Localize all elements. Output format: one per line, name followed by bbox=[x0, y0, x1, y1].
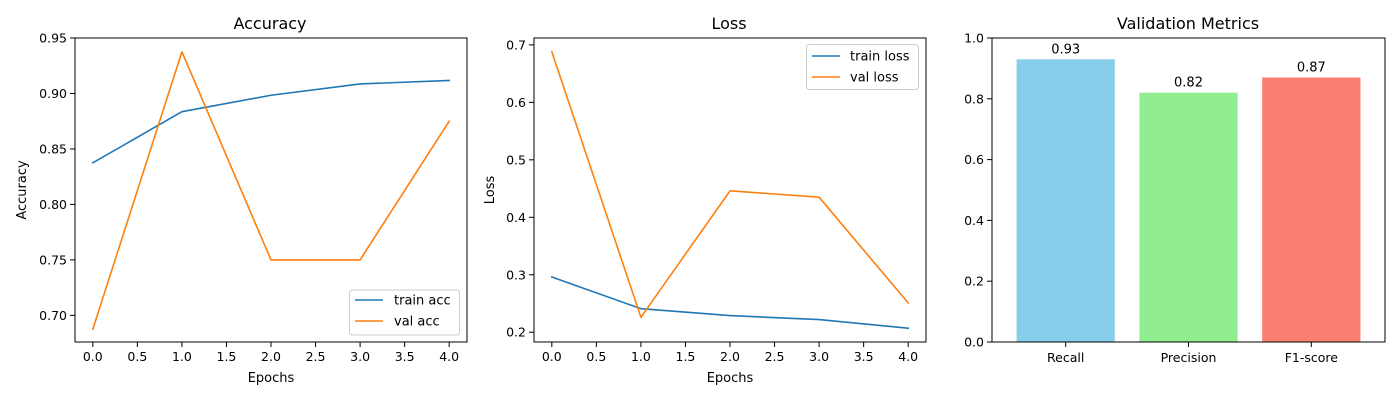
loss-y-tick-label: 0.6 bbox=[506, 95, 526, 110]
accuracy-legend-box bbox=[349, 289, 460, 336]
validation-metrics-y-tick-label: 0.8 bbox=[964, 91, 984, 106]
accuracy-series-line-train-acc bbox=[91, 79, 451, 164]
accuracy-y-tick-label: 0.85 bbox=[39, 141, 67, 156]
accuracy-ticks: 0.70 0.75 0.80 0.85 0.90 0.95 0.0 0.5 1.0 1.5 2.0 2… bbox=[39, 31, 459, 365]
accuracy-y-tick-label: 0.95 bbox=[39, 31, 67, 46]
accuracy-series-line-val-acc bbox=[91, 51, 451, 331]
loss-y-tick-label: 0.2 bbox=[506, 325, 526, 340]
loss-legend-label-train-loss: train loss bbox=[850, 50, 910, 65]
accuracy-x-tick-label: 2.0 bbox=[261, 349, 281, 364]
accuracy-legend-label-train-acc: train acc bbox=[394, 294, 451, 309]
accuracy-legend: train acc val acc bbox=[349, 289, 460, 336]
loss-ticks: 0.2 0.3 0.4 0.5 0.6 0.7 0.0 0.5 1.0 1.5 2.0 2.5 3.0 3… bbox=[506, 37, 918, 364]
loss-chart: Loss Epochs Loss 0.20.30.40.50.60.70.0 0.… bbox=[483, 14, 927, 386]
validation-metrics-chart: Validation Metrics 0.0 0.2 0.4 0.6 0.8 1.0 Rec… bbox=[964, 14, 1386, 366]
loss-y-tick-label: 0.3 bbox=[506, 267, 526, 282]
loss-plot-frame bbox=[533, 37, 927, 343]
accuracy-y-tick-label: 0.80 bbox=[39, 197, 67, 212]
accuracy-x-tick-label: 0.5 bbox=[127, 349, 147, 364]
validation-metrics-x-tick-label-recall: Recall bbox=[1047, 350, 1084, 365]
validation-metrics-bar-recall bbox=[1016, 59, 1115, 342]
loss-legend-label-val-loss: val loss bbox=[850, 71, 899, 86]
accuracy-chart-title: Accuracy bbox=[233, 14, 306, 33]
loss-chart-title: Loss bbox=[711, 14, 746, 33]
loss-x-tick-label: 0.5 bbox=[586, 349, 606, 364]
loss-y-tick-label: 0.5 bbox=[506, 152, 526, 167]
accuracy-x-tick-label: 1.0 bbox=[172, 349, 192, 364]
loss-x-tick-label: 3.5 bbox=[854, 349, 874, 364]
loss-x-tick-label: 2.5 bbox=[765, 349, 785, 364]
validation-metrics-bar-precision bbox=[1139, 92, 1238, 342]
loss-series-line-train-loss bbox=[550, 276, 910, 330]
validation-metrics-y-tick-label: 0.6 bbox=[964, 152, 984, 167]
loss-x-tick-label: 3.0 bbox=[809, 349, 829, 364]
accuracy-x-tick-label: 3.0 bbox=[350, 349, 370, 364]
validation-metrics-y-tick-label: 1.0 bbox=[964, 31, 984, 46]
loss-series-line-val-loss bbox=[550, 50, 910, 319]
validation-metrics-chart-title: Validation Metrics bbox=[1117, 14, 1259, 33]
validation-metrics-bar-value-label-f1-score: 0.87 bbox=[1297, 61, 1326, 76]
loss-x-axis-label: Epochs bbox=[707, 371, 754, 386]
validation-metrics-x-tick-label-f1-score: F1-score bbox=[1285, 350, 1339, 365]
loss-legend: train loss val loss bbox=[806, 44, 919, 90]
validation-metrics-x-tick-label-precision: Precision bbox=[1161, 350, 1217, 365]
accuracy-plot-frame bbox=[74, 37, 468, 343]
loss-x-tick-label: 1.5 bbox=[676, 349, 696, 364]
loss-y-axis-label: Loss bbox=[483, 176, 498, 205]
loss-lines bbox=[550, 50, 910, 330]
loss-x-tick-label: 4.0 bbox=[898, 349, 918, 364]
accuracy-y-tick-label: 0.90 bbox=[39, 86, 67, 101]
accuracy-lines bbox=[91, 51, 451, 331]
loss-y-tick-label: 0.4 bbox=[506, 210, 526, 225]
accuracy-x-tick-label: 3.5 bbox=[395, 349, 415, 364]
loss-x-tick-label: 0.0 bbox=[542, 349, 562, 364]
accuracy-y-tick-label: 0.70 bbox=[39, 308, 67, 323]
accuracy-x-tick-label: 0.0 bbox=[83, 349, 103, 364]
validation-metrics-plot-frame bbox=[991, 37, 1386, 343]
accuracy-x-tick-label: 1.5 bbox=[217, 349, 237, 364]
accuracy-legend-label-val-acc: val acc bbox=[394, 315, 440, 330]
loss-x-tick-label: 2.0 bbox=[720, 349, 740, 364]
loss-y-tick-label: 0.7 bbox=[506, 37, 526, 52]
validation-metrics-y-tick-label: 0.0 bbox=[964, 335, 984, 350]
validation-metrics-bar-f1-score bbox=[1262, 77, 1361, 343]
validation-metrics-ticks: 0.0 0.2 0.4 0.6 0.8 1.0 Recall Precision F1-scor… bbox=[964, 31, 1338, 366]
validation-metrics-bars: 0.93 0.82 0.87 bbox=[1016, 42, 1361, 343]
accuracy-x-axis-label: Epochs bbox=[248, 371, 295, 386]
validation-metrics-y-tick-label: 0.4 bbox=[964, 213, 984, 228]
accuracy-y-axis-label: Accuracy bbox=[15, 160, 30, 220]
validation-metrics-y-tick-label: 0.2 bbox=[964, 274, 984, 289]
accuracy-x-tick-label: 2.5 bbox=[306, 349, 326, 364]
accuracy-x-tick-label: 4.0 bbox=[439, 349, 459, 364]
validation-metrics-bar-value-label-precision: 0.82 bbox=[1174, 76, 1203, 91]
accuracy-y-tick-label: 0.75 bbox=[39, 252, 67, 267]
validation-metrics-bar-value-label-recall: 0.93 bbox=[1051, 42, 1080, 57]
accuracy-chart: Accuracy Epochs Accuracy 0.70 0.75 0.80 0.8… bbox=[15, 14, 468, 386]
loss-x-tick-label: 1.0 bbox=[631, 349, 651, 364]
